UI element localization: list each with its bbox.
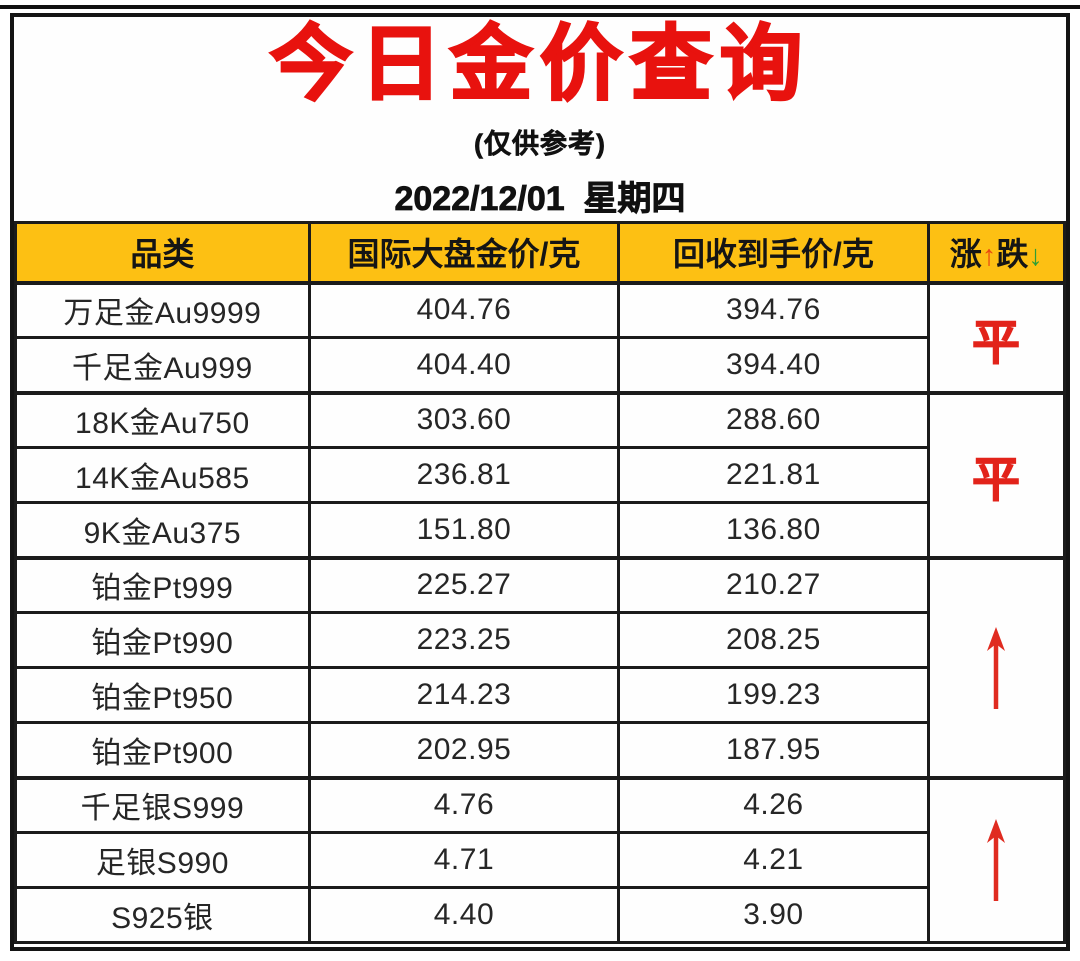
price-sheet: 今日金价查询 (仅供参考) 2022/12/01 星期四 品类 国际大盘金价/克… [10,13,1070,951]
header-row: 品类 国际大盘金价/克 回收到手价/克 涨↑跌↓ [14,221,1067,284]
trend-flat-label: 平 [972,316,1021,370]
col-header-recycle-price: 回收到手价/克 [617,221,930,284]
intl-price-cell: 404.40 [307,336,621,394]
table-row: 9K金Au375 151.80 136.80 [14,501,1065,559]
category-cell: S925银 [14,886,311,944]
recycle-price-cell: 208.25 [617,611,930,669]
table-row: 铂金Pt900 202.95 187.95 [14,721,1065,779]
category-cell: 万足金Au9999 [14,280,311,339]
category-cell: 9K金Au375 [14,501,311,559]
col-header-intl-price: 国际大盘金价/克 [307,221,621,284]
down-arrow-icon: ↓ [1028,240,1043,273]
trend-cell: 平 [926,280,1067,394]
category-cell: 铂金Pt950 [14,666,311,724]
recycle-price-cell: 394.76 [617,280,930,339]
category-cell: 足银S990 [14,831,311,889]
page-title: 今日金价查询 [269,19,810,110]
recycle-price-cell: 136.80 [617,501,930,559]
intl-price-cell: 4.76 [307,775,621,834]
price-table: 品类 国际大盘金价/克 回收到手价/克 涨↑跌↓ 万足金Au9999 404.7… [14,221,1067,944]
trend-cell [926,775,1067,944]
intl-price-cell: 151.80 [307,501,621,559]
category-cell: 千足金Au999 [14,336,311,394]
table-row: 18K金Au750 303.60 288.60 平 [14,390,1067,559]
recycle-price-cell: 394.40 [617,336,930,394]
category-cell: 铂金Pt999 [14,555,311,614]
recycle-price-cell: 4.21 [617,831,930,889]
recycle-price-cell: 187.95 [617,721,930,779]
category-cell: 18K金Au750 [14,390,311,449]
intl-price-cell: 303.60 [307,390,621,449]
table-row: 足银S990 4.71 4.21 [14,831,1065,889]
table-row: 铂金Pt999 225.27 210.27 [14,555,1067,779]
recycle-price-cell: 199.23 [617,666,930,724]
category-cell: 14K金Au585 [14,446,311,504]
category-cell: 铂金Pt990 [14,611,311,669]
col-header-trend: 涨↑跌↓ [926,221,1067,284]
category-cell: 千足银S999 [14,775,311,834]
page-subtitle: (仅供参考) [474,129,606,160]
intl-price-cell: 404.76 [307,280,621,339]
intl-price-cell: 214.23 [307,666,621,724]
table-row: 千足银S999 4.76 4.26 [14,775,1067,944]
up-arrow-icon: ↑ [981,240,997,273]
col-header-category: 品类 [14,221,311,284]
table-row: 千足金Au999 404.40 394.40 [14,336,1065,394]
rise-label: 涨 [949,236,982,273]
table-row: 铂金Pt950 214.23 199.23 [14,666,1065,724]
recycle-price-cell: 3.90 [617,886,930,944]
intl-price-cell: 202.95 [307,721,621,779]
table-row: S925银 4.40 3.90 [14,886,1065,944]
intl-price-cell: 4.71 [307,831,621,889]
intl-price-cell: 4.40 [307,886,621,944]
category-cell: 铂金Pt900 [14,721,311,779]
trend-cell [926,555,1067,779]
recycle-price-cell: 210.27 [617,555,930,614]
recycle-price-cell: 288.60 [617,390,930,449]
up-arrow-icon [987,626,1006,709]
table-row: 万足金Au9999 404.76 394.76 平 [14,280,1067,394]
recycle-price-cell: 221.81 [617,446,930,504]
up-arrow-icon [987,819,1006,902]
trend-flat-label: 平 [972,454,1021,508]
intl-price-cell: 223.25 [307,611,621,669]
fall-label: 跌 [996,236,1029,273]
page-date: 2022/12/01 星期四 [394,180,686,219]
table-row: 铂金Pt990 223.25 208.25 [14,611,1065,669]
table-row: 14K金Au585 236.81 221.81 [14,446,1065,504]
top-border-line [0,5,1080,9]
recycle-price-cell: 4.26 [617,775,930,834]
intl-price-cell: 225.27 [307,555,621,614]
intl-price-cell: 236.81 [307,446,621,504]
title-block: 今日金价查询 (仅供参考) 2022/12/01 星期四 [14,17,1066,221]
trend-cell: 平 [926,390,1067,559]
